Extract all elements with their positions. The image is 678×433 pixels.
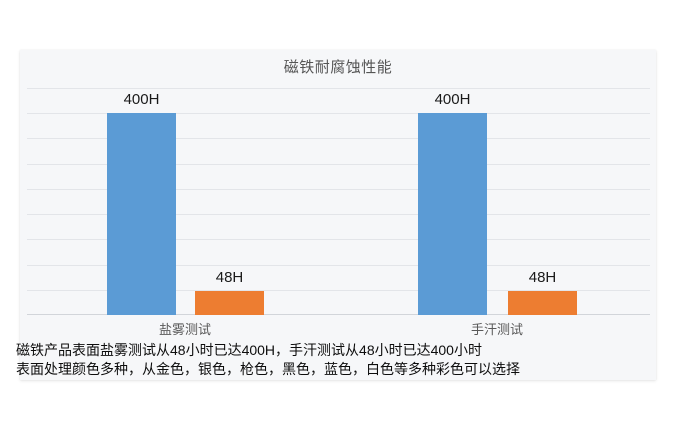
category-label-salt-spray: 盐雾测试 bbox=[158, 322, 211, 337]
gridline bbox=[27, 214, 650, 215]
gridline bbox=[27, 164, 650, 165]
chart-description: 磁铁产品表面盐雾测试从48小时已达400H，手汗测试从48小时已达400小时 表… bbox=[16, 341, 666, 378]
category-label-hand-sweat: 手汗测试 bbox=[470, 322, 523, 337]
x-axis-baseline bbox=[27, 314, 650, 315]
bar-salt-spray-48h bbox=[195, 291, 264, 315]
gridline bbox=[27, 265, 650, 266]
bar-value-label: 400H bbox=[123, 91, 160, 108]
bar-value-label: 48H bbox=[215, 269, 244, 286]
plot-area: 400H 48H 400H 48H 盐雾测试 手汗测试 bbox=[27, 88, 650, 337]
bar-value-label: 400H bbox=[434, 91, 471, 108]
bar-hand-sweat-400h bbox=[418, 113, 487, 315]
bar-hand-sweat-48h bbox=[508, 291, 577, 315]
gridline bbox=[27, 290, 650, 291]
chart-title: 磁铁耐腐蚀性能 bbox=[283, 59, 393, 76]
gridline bbox=[27, 239, 650, 240]
gridline bbox=[27, 138, 650, 139]
bar-value-label: 48H bbox=[528, 269, 557, 286]
description-line-2: 表面处理颜色多种，从金色，银色，枪色，黑色，蓝色，白色等多种彩色可以选择 bbox=[16, 360, 520, 377]
gridline bbox=[27, 189, 650, 190]
bar-salt-spray-400h bbox=[107, 113, 176, 315]
chart-panel: 磁铁耐腐蚀性能 400H 48H 400H 48H 盐雾测试 手汗测试 bbox=[20, 50, 656, 380]
gridline bbox=[27, 113, 650, 114]
gridline bbox=[27, 88, 650, 89]
description-line-1: 磁铁产品表面盐雾测试从48小时已达400H，手汗测试从48小时已达400小时 bbox=[16, 342, 482, 358]
